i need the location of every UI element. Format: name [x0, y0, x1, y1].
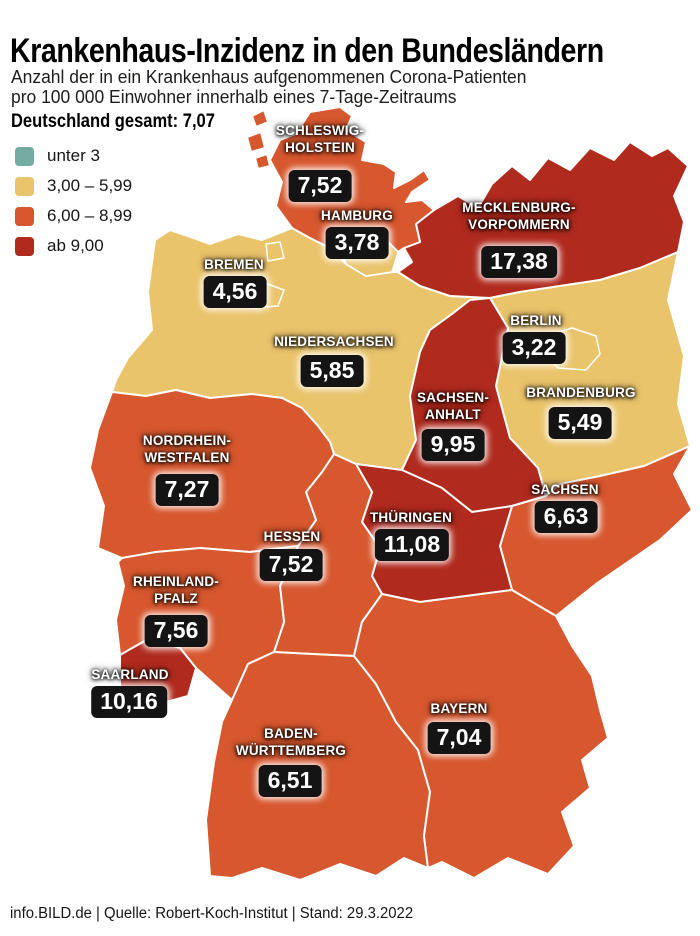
state-value-sachsen: 6,63	[534, 501, 598, 533]
state-value-saarland: 10,16	[91, 686, 167, 718]
state-value-sachsen-anhalt: 9,95	[421, 429, 485, 461]
state-label-brandenburg: BRANDENBURG	[526, 384, 635, 401]
state-label-line: THÜRINGEN	[369, 510, 453, 525]
legend-swatch-3	[15, 236, 34, 256]
state-label-line: WESTFALEN	[144, 450, 230, 465]
state-label-line: BRANDENBURG	[526, 385, 636, 400]
state-value-hamburg: 3,78	[325, 227, 389, 259]
state-label-thueringen: THÜRINGEN	[370, 509, 452, 526]
legend-row-0: unter 3	[15, 146, 132, 166]
state-label-niedersachsen: NIEDERSACHSEN	[274, 333, 394, 350]
state-label-rheinland-pfalz: RHEINLAND- PFALZ	[133, 573, 219, 607]
subtitle: Anzahl der in ein Krankenhaus aufgenomme…	[11, 67, 526, 107]
state-value-schleswig-holstein: 7,52	[288, 170, 352, 202]
germany-total: Deutschland gesamt: 7,07	[11, 111, 215, 132]
state-value-brandenburg: 5,49	[548, 407, 612, 439]
state-label-line: PFALZ	[154, 591, 198, 606]
state-label-line: ANHALT	[425, 407, 481, 422]
legend-row-3: ab 9,00	[15, 236, 132, 256]
state-label-bremen: BREMEN	[204, 256, 264, 273]
state-value-thueringen: 11,08	[374, 529, 450, 561]
state-value-niedersachsen: 5,85	[300, 355, 364, 387]
state-value-bayern: 7,04	[427, 722, 491, 754]
state-value-bremen: 4,56	[203, 276, 267, 308]
source-line: info.BILD.de | Quelle: Robert-Koch-Insti…	[10, 905, 414, 922]
state-value-berlin: 3,22	[502, 332, 566, 364]
legend-row-1: 3,00 – 5,99	[15, 176, 132, 196]
state-label-line: BERLIN	[510, 313, 562, 328]
state-label-line: BREMEN	[204, 257, 264, 272]
page-title: Krankenhaus-Inzidenz in den Bundesländer…	[10, 31, 604, 70]
state-label-line: BAYERN	[430, 701, 488, 716]
legend-label-3: ab 9,00	[47, 236, 104, 255]
state-label-line: SACHSEN-	[416, 390, 490, 405]
legend: unter 3 3,00 – 5,99 6,00 – 8,99 ab 9,00	[15, 146, 132, 266]
state-label-schleswig-holstein: SCHLESWIG- HOLSTEIN	[276, 122, 364, 156]
legend-swatch-2	[15, 206, 34, 226]
subtitle-line-2: pro 100 000 Einwohner innerhalb eines 7-…	[11, 87, 457, 107]
state-value-rheinland-pfalz: 7,56	[144, 615, 208, 647]
state-label-line: NORDRHEIN-	[142, 433, 232, 448]
state-shape-mecklenburg-vorpommern	[397, 141, 689, 299]
state-value-mecklenburg-vorpommern: 17,38	[481, 246, 557, 278]
state-label-line: HESSEN	[263, 529, 321, 544]
legend-swatch-0	[15, 146, 34, 166]
state-label-line: SACHSEN	[531, 482, 599, 497]
state-value-baden-wuerttemberg: 6,51	[258, 765, 322, 797]
state-label-line: SCHLESWIG-	[275, 123, 365, 138]
state-label-nordrhein-westfalen: NORDRHEIN- WESTFALEN	[143, 432, 231, 466]
state-label-line: BADEN-	[264, 726, 318, 741]
state-label-line: HOLSTEIN	[285, 140, 355, 155]
state-label-line: NIEDERSACHSEN	[274, 334, 394, 349]
state-label-line: RHEINLAND-	[133, 574, 219, 589]
state-label-saarland: SAARLAND	[91, 666, 168, 683]
legend-label-0: unter 3	[47, 146, 100, 165]
state-label-line: MECKLENBURG-	[462, 200, 576, 215]
legend-label-1: 3,00 – 5,99	[47, 176, 133, 195]
state-value-hessen: 7,52	[259, 549, 323, 581]
state-label-bayern: BAYERN	[431, 700, 488, 717]
state-label-line: VORPOMMERN	[468, 217, 570, 232]
state-label-berlin: BERLIN	[510, 312, 561, 329]
legend-label-2: 6,00 – 8,99	[47, 206, 133, 225]
state-label-sachsen: SACHSEN	[531, 481, 598, 498]
legend-row-2: 6,00 – 8,99	[15, 206, 132, 226]
state-value-nordrhein-westfalen: 7,27	[155, 474, 219, 506]
state-label-hamburg: HAMBURG	[321, 207, 393, 224]
state-label-line: WÜRTTEMBERG	[235, 743, 347, 758]
state-label-sachsen-anhalt: SACHSEN- ANHALT	[417, 389, 489, 423]
subtitle-line-1: Anzahl der in ein Krankenhaus aufgenomme…	[11, 67, 527, 87]
legend-swatch-1	[15, 176, 34, 196]
state-label-line: SAARLAND	[91, 667, 169, 682]
state-label-mecklenburg-vorpommern: MECKLENBURG- VORPOMMERN	[462, 199, 575, 233]
state-label-baden-wuerttemberg: BADEN- WÜRTTEMBERG	[236, 725, 346, 759]
state-label-hessen: HESSEN	[264, 528, 321, 545]
state-label-line: HAMBURG	[321, 208, 393, 223]
